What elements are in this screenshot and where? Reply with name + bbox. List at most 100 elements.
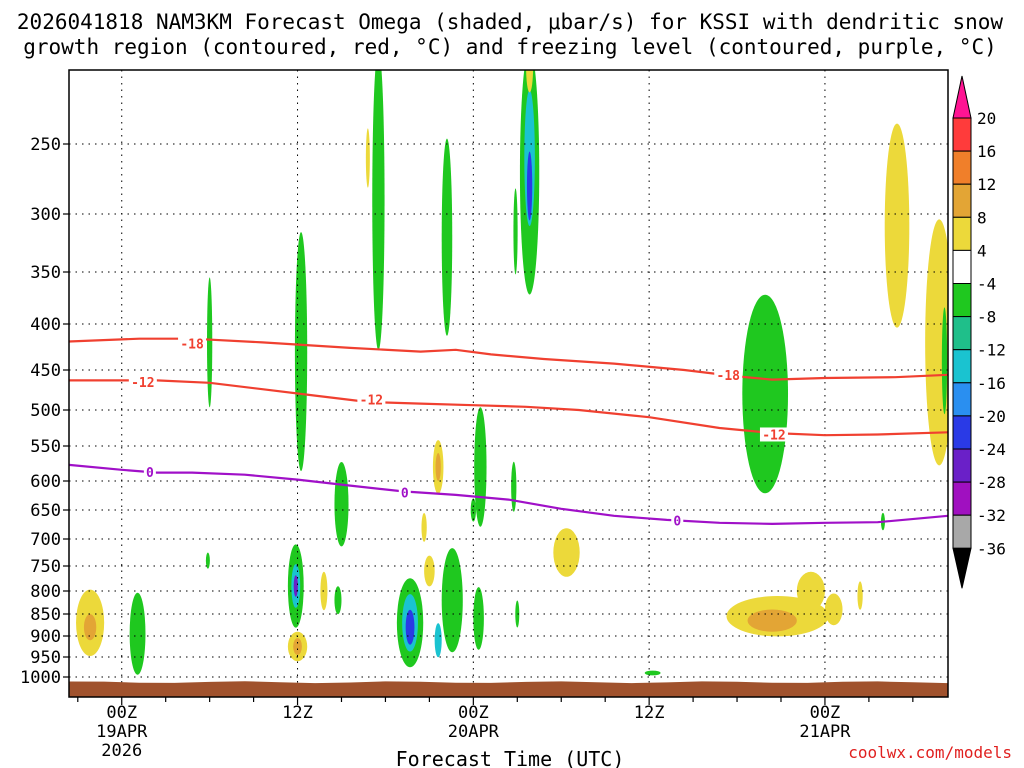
y-tick-label-600: 600 [30,472,61,492]
colorbar: 20 16 12 8 4 -4 -8 -12 -16 -20 -24 -28 -32 -36 [952,75,1006,589]
omega-cell-23 [441,138,453,336]
omega-cell-29 [515,600,520,628]
omega-cell-20 [424,555,435,587]
colorbar-swatch-9 [952,382,972,417]
contour-label-bg-3 [714,367,743,382]
omega-cell-2 [129,592,146,675]
plot-area: -18 -12 -12 -18 -12 0 0 0 [68,69,949,698]
omega-cell-36 [553,528,580,577]
credit-text: coolwx.com/models [848,743,1012,762]
colorbar-label-0: 20 [977,109,996,128]
colorbar-swatch-12 [952,481,972,516]
contour-label-bg-5 [143,464,156,479]
omega-cell-19 [421,513,427,542]
y-tick-label-750: 750 [30,557,61,577]
x-tick-year-0: 2026 [101,741,142,761]
contour-label-7: 0 [673,514,681,529]
y-tick-label-300: 300 [30,205,61,225]
colorbar-label-9: -20 [977,407,1006,426]
colorbar-top-arrow [952,75,972,119]
x-axis-label: Forecast Time (UTC) [396,747,625,768]
y-tick-label-700: 700 [30,530,61,550]
y-tick-label-450: 450 [30,361,61,381]
colorbar-label-7: -12 [977,341,1006,360]
colorbar-label-2: 12 [977,175,996,194]
colorbar-swatch-8 [952,349,972,384]
chart-title-line1: 2026041818 NAM3KM Forecast Omega (shaded… [17,10,1004,34]
plot-frame [68,69,949,698]
omega-cell-35 [511,461,517,512]
colorbar-label-13: -36 [977,539,1006,558]
contour-label-bg-2 [357,392,386,407]
x-tick-label-1: 12Z [282,703,313,723]
contour-label-bg-1 [128,375,157,389]
omega-shading [76,70,948,676]
omega-cell-42 [824,593,843,626]
x-tick-date-4: 21APR [799,722,851,742]
omega-cell-14 [365,128,370,188]
colorbar-swatch-6 [952,283,972,318]
colorbar-swatch-10 [952,415,972,450]
omega-cell-46 [925,219,948,466]
colorbar-label-3: 8 [977,208,987,227]
contour-label-bg-0 [178,336,207,351]
chart-title-line2: growth region (contoured, red, °C) and f… [23,35,997,59]
contour-zero [68,463,949,526]
y-tick-label-900: 900 [30,627,61,647]
omega-cell-12 [334,462,349,547]
contour-label-6: 0 [401,487,409,502]
contour-label-3: -18 [717,369,741,384]
colorbar-swatch-5 [952,249,972,284]
contour-label-0: -18 [180,337,204,352]
colorbar-label-1: 16 [977,142,996,161]
x-tick-label-3: 12Z [634,703,665,723]
colorbar-label-12: -32 [977,506,1006,525]
grid-lines [69,70,948,697]
omega-cell-1 [83,614,97,641]
y-axis-ticks: 2503003504004505005506006507007508008509… [20,135,69,688]
temperature-contours: -18 -12 -12 -18 -12 0 0 0 [68,336,949,529]
omega-cell-22 [435,453,441,481]
colorbar-label-6: -8 [977,308,996,327]
omega-cell-43 [857,581,863,610]
omega-cell-18 [405,609,415,645]
contour-label-5: 0 [146,466,154,481]
contour-label-1: -12 [131,376,154,391]
omega-cell-45 [884,123,910,328]
y-tick-label-500: 500 [30,401,61,421]
omega-cell-3 [207,277,213,408]
omega-cell-33 [526,70,534,93]
contour-label-bg-4 [759,427,788,442]
y-tick-label-350: 350 [30,263,61,283]
omega-cell-5 [294,232,308,472]
colorbar-swatch-13 [952,514,972,549]
y-tick-label-650: 650 [30,501,61,521]
y-tick-label-950: 950 [30,648,61,668]
x-tick-label-0: 00Z [106,703,137,723]
y-tick-label-800: 800 [30,582,61,602]
x-tick-date-2: 20APR [448,722,500,742]
x-tick-label-2: 00Z [458,703,489,723]
y-tick-label-550: 550 [30,437,61,457]
x-tick-label-4: 00Z [810,703,841,723]
omega-cell-13 [334,586,342,615]
omega-cell-38 [742,294,789,494]
omega-cell-10 [293,638,302,655]
colorbar-swatch-1 [952,117,972,152]
contour-minus12 [69,379,949,437]
colorbar-swatch-3 [952,183,972,218]
colorbar-swatch-7 [952,316,972,351]
contour-minus18 [68,337,949,381]
omega-cell-28 [473,587,484,650]
colorbar-swatch-4 [952,216,972,251]
omega-cell-34 [513,188,518,275]
omega-cell-47 [941,307,948,415]
omega-cell-25 [434,623,442,658]
y-tick-label-1000: 1000 [20,668,61,688]
terrain-fill [69,681,948,697]
terrain [69,681,948,697]
colorbar-bottom-arrow [952,547,972,589]
omega-cell-32 [526,151,533,221]
